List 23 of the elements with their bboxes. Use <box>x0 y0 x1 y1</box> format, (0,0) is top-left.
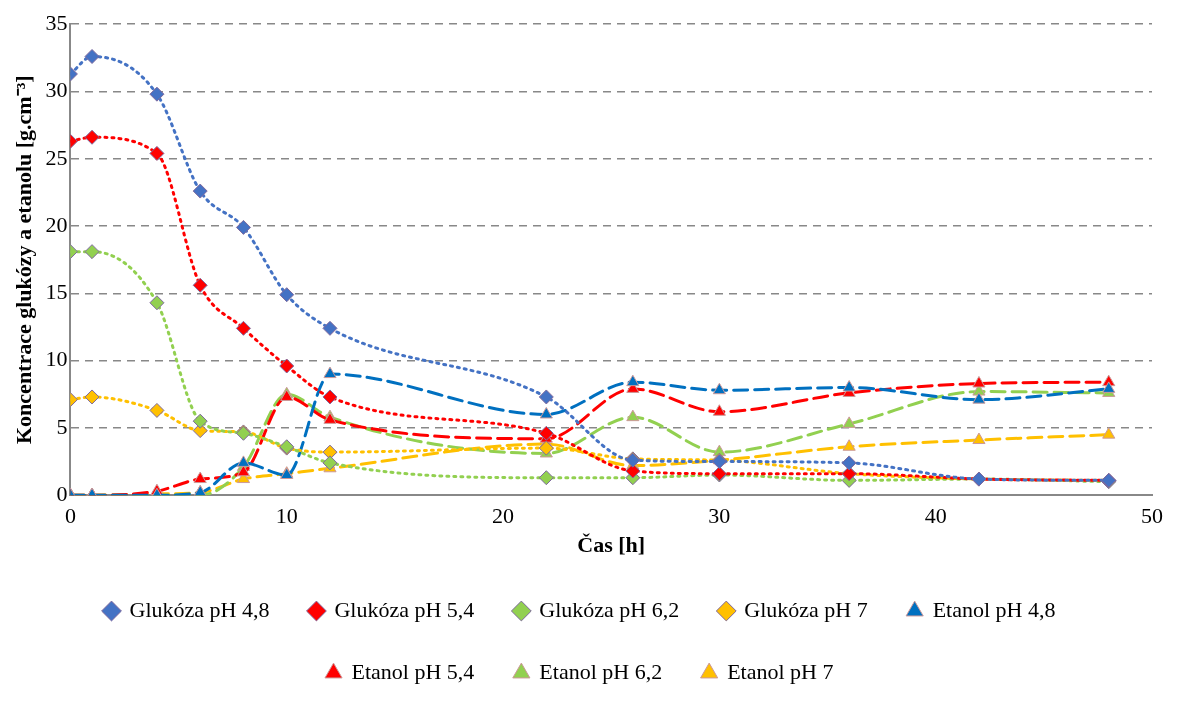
legend-label: Etanol pH 5,4 <box>351 658 475 684</box>
legend-label: Etanol pH 6,2 <box>539 658 663 684</box>
legend-label: Glukóza pH 6,2 <box>539 596 680 622</box>
x-tick-label: 20 <box>492 503 515 529</box>
x-axis-title: Čas [h] <box>577 532 646 558</box>
legend-label: Glukóza pH 7 <box>744 596 868 622</box>
x-tick-label: 10 <box>275 503 298 529</box>
y-tick-label: 10 <box>45 346 68 372</box>
y-tick-label: 25 <box>45 144 68 170</box>
x-tick-label: 30 <box>708 503 731 529</box>
legend-label: Glukóza pH 5,4 <box>334 596 475 622</box>
y-tick-label: 0 <box>56 480 68 506</box>
y-tick-label: 20 <box>45 211 68 237</box>
legend-label: Glukóza pH 4,8 <box>129 596 270 622</box>
y-tick-label: 5 <box>56 413 68 439</box>
x-tick-label: 40 <box>924 503 947 529</box>
legend-label: Etanol pH 4,8 <box>932 596 1056 622</box>
y-tick-label: 35 <box>45 9 68 35</box>
x-tick-label: 50 <box>1141 503 1163 529</box>
y-tick-label: 30 <box>45 77 68 103</box>
y-axis-title: Koncentrace glukózy a etanolu [g.cm⁻³] <box>10 75 36 444</box>
legend-label: Etanol pH 7 <box>727 658 834 684</box>
y-tick-label: 15 <box>45 279 68 305</box>
